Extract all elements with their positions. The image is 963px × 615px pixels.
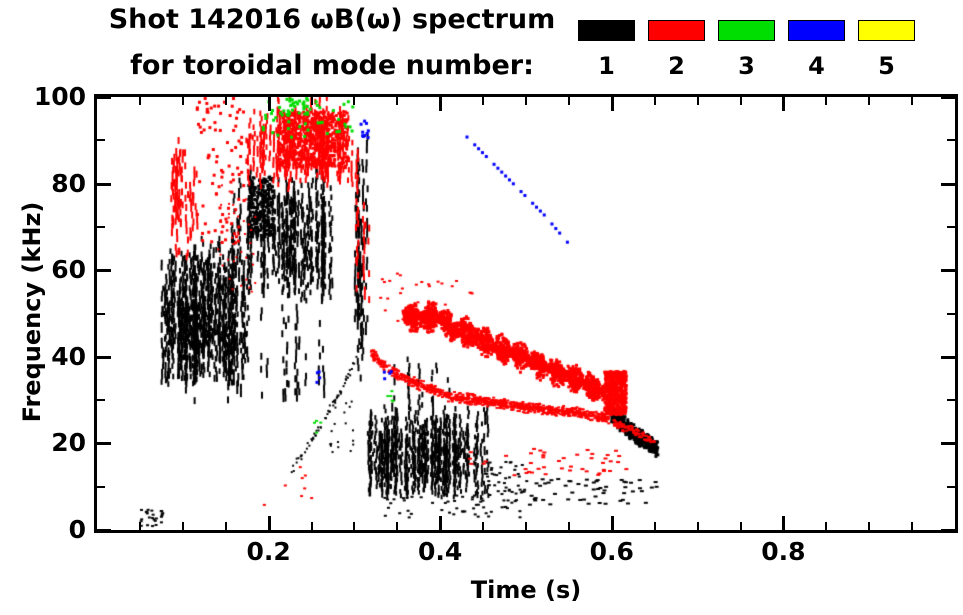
x-major-tick	[267, 516, 271, 530]
legend: 1 2 3 4 5	[578, 0, 963, 92]
y-tick-label: 40	[51, 341, 86, 371]
y-major-tick	[97, 529, 111, 532]
y-minor-tick	[947, 485, 955, 488]
x-minor-tick	[310, 97, 313, 105]
chart-title-line1: Shot 142016 ωB(ω) spectrum	[108, 4, 556, 35]
x-minor-tick	[825, 97, 828, 105]
x-minor-tick	[224, 97, 227, 105]
y-tick-label: 0	[68, 515, 86, 544]
x-major-tick	[267, 97, 271, 111]
x-minor-tick	[525, 522, 527, 530]
x-minor-tick	[482, 97, 485, 105]
y-tick-label: 20	[51, 428, 86, 458]
y-minor-tick	[97, 399, 105, 402]
y-minor-tick	[947, 225, 955, 228]
legend-swatch-n1	[578, 20, 635, 41]
y-major-tick	[97, 96, 111, 99]
legend-label-n1: 1	[598, 52, 615, 80]
y-major-tick	[97, 269, 111, 273]
y-major-tick	[941, 355, 955, 359]
x-minor-tick	[482, 522, 485, 530]
x-minor-tick	[696, 522, 699, 530]
x-tick-label: 0.8	[761, 537, 806, 566]
x-major-tick	[610, 516, 614, 530]
y-minor-tick	[947, 139, 955, 142]
y-minor-tick	[97, 225, 105, 228]
y-minor-tick	[97, 139, 105, 142]
x-minor-tick	[653, 522, 656, 530]
x-minor-tick	[739, 97, 742, 105]
x-minor-tick	[868, 97, 871, 105]
y-major-tick	[97, 182, 111, 186]
x-minor-tick	[825, 522, 828, 530]
x-major-tick	[439, 516, 443, 530]
legend-label-n3: 3	[738, 52, 755, 80]
x-minor-tick	[696, 97, 699, 105]
x-minor-tick	[911, 522, 914, 530]
x-minor-tick	[525, 97, 527, 105]
legend-swatch-n5	[858, 20, 915, 41]
x-minor-tick	[739, 522, 742, 530]
x-minor-tick	[911, 97, 914, 105]
y-tick-label: 100	[33, 82, 86, 111]
x-minor-tick	[353, 522, 356, 530]
y-major-tick	[97, 355, 111, 359]
x-major-tick	[782, 516, 786, 530]
x-minor-tick	[868, 522, 871, 530]
legend-label-n2: 2	[668, 52, 685, 80]
y-minor-tick	[97, 312, 105, 315]
x-minor-tick	[567, 522, 570, 530]
x-minor-tick	[653, 97, 656, 105]
y-tick-label: 60	[51, 255, 86, 285]
chart-title-line2: for toroidal mode number:	[130, 50, 534, 81]
x-major-tick	[782, 97, 786, 111]
spectrogram-canvas	[97, 97, 955, 530]
y-major-tick	[941, 182, 955, 186]
x-tick-label: 0.4	[418, 537, 463, 566]
y-tick-label: 80	[51, 168, 86, 198]
plot-frame	[94, 94, 958, 533]
x-minor-tick	[138, 97, 141, 105]
x-minor-tick	[567, 97, 570, 105]
y-major-tick	[97, 442, 111, 446]
legend-swatch-n4	[788, 20, 845, 41]
x-minor-tick	[310, 522, 313, 530]
x-tick-label: 0.6	[589, 537, 634, 566]
x-tick-label: 0.2	[246, 537, 291, 566]
y-major-tick	[941, 442, 955, 446]
x-major-tick	[439, 97, 443, 111]
x-axis-title: Time (s)	[470, 576, 582, 604]
x-minor-tick	[181, 97, 184, 105]
y-minor-tick	[947, 399, 955, 402]
legend-label-n4: 4	[808, 52, 825, 80]
legend-swatch-n2	[648, 20, 705, 41]
x-minor-tick	[224, 522, 227, 530]
y-major-tick	[941, 529, 955, 532]
x-minor-tick	[396, 522, 399, 530]
x-minor-tick	[396, 97, 399, 105]
x-minor-tick	[353, 97, 356, 105]
y-major-tick	[941, 96, 955, 99]
legend-label-n5: 5	[878, 52, 895, 80]
y-minor-tick	[947, 312, 955, 315]
y-minor-tick	[97, 485, 105, 488]
x-minor-tick	[181, 522, 184, 530]
x-minor-tick	[138, 522, 141, 530]
legend-swatch-n3	[718, 20, 775, 41]
y-major-tick	[941, 269, 955, 273]
y-axis-title: Frequency (kHz)	[18, 201, 46, 423]
x-major-tick	[610, 97, 614, 111]
